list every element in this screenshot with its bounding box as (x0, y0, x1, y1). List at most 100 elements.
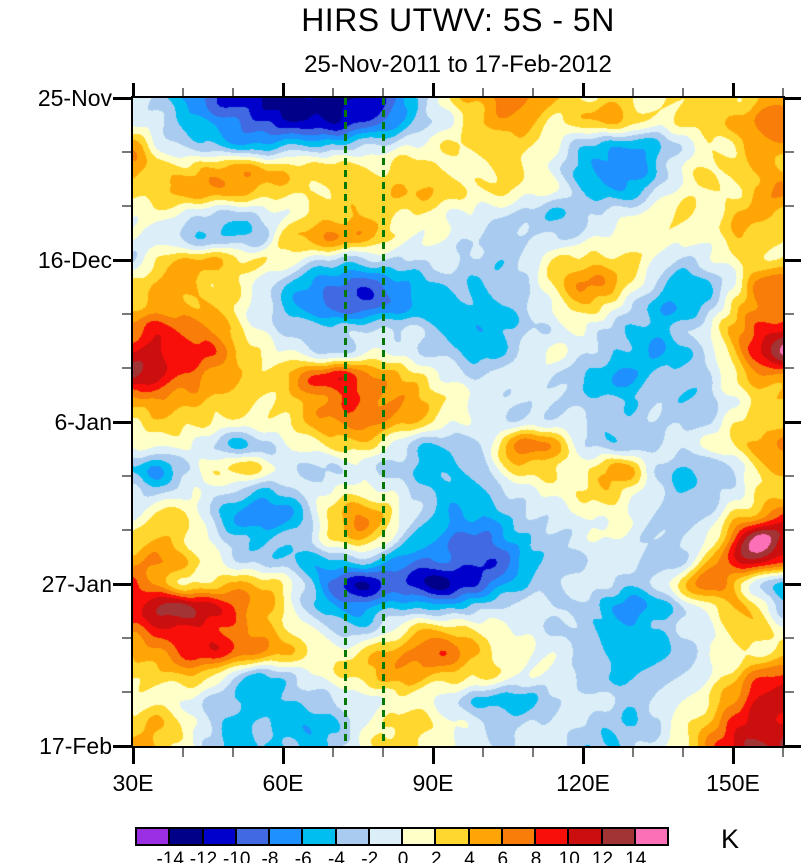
x-major-tick-top (431, 83, 435, 96)
colorbar-cell (201, 827, 237, 846)
x-minor-tick-bottom (532, 748, 534, 757)
y-minor-tick-right (785, 691, 794, 693)
y-minor-tick-left (122, 205, 131, 207)
colorbar-tick-label: 8 (530, 849, 542, 863)
y-major-tick-right (785, 582, 801, 586)
y-minor-tick-right (785, 367, 794, 369)
colorbar-cell (135, 827, 171, 846)
y-minor-tick-right (785, 637, 794, 639)
y-minor-tick-left (122, 691, 131, 693)
x-major-tick-bottom (581, 748, 585, 764)
x-minor-tick-top (532, 88, 534, 96)
x-major-tick-bottom (281, 748, 285, 764)
colorbar-cell (234, 827, 270, 846)
colorbar-tick-label: 12 (591, 849, 614, 863)
y-tick-label: 16-Dec (37, 247, 112, 273)
x-minor-tick-top (632, 88, 634, 96)
x-minor-tick-bottom (782, 748, 784, 757)
x-major-tick-top (131, 83, 135, 96)
y-minor-tick-left (122, 529, 131, 531)
x-tick-label: 30E (112, 770, 154, 796)
colorbar-tick-label: 10 (558, 849, 580, 863)
colorbar-tick-label: -4 (328, 849, 345, 863)
y-tick-label: 17-Feb (39, 733, 112, 759)
colorbar-tick-label: 6 (497, 849, 509, 863)
y-minor-tick-left (122, 367, 131, 369)
colorbar-unit-label: K (720, 824, 739, 854)
colorbar-cell (567, 827, 603, 846)
colorbar-tick-label: 0 (397, 849, 409, 863)
colorbar-cell (367, 827, 403, 846)
colorbar-tick-label: -8 (261, 849, 279, 863)
y-minor-tick-right (785, 529, 794, 531)
x-tick-label: 60E (262, 770, 304, 796)
x-major-tick-bottom (731, 748, 735, 764)
colorbar-cell (268, 827, 304, 846)
y-major-tick-right (785, 258, 801, 262)
y-major-tick-left (113, 96, 131, 100)
chart-title: HIRS UTWV: 5S - 5N (301, 2, 615, 38)
y-major-tick-left (113, 744, 131, 748)
x-minor-tick-bottom (232, 748, 234, 757)
y-tick-label: 6-Jan (54, 409, 112, 435)
y-minor-tick-left (122, 637, 131, 639)
y-tick-label: 27-Jan (41, 571, 112, 597)
y-major-tick-left (113, 582, 131, 586)
x-minor-tick-bottom (482, 748, 484, 757)
y-major-tick-left (113, 258, 131, 262)
y-minor-tick-left (122, 313, 131, 315)
y-minor-tick-left (122, 151, 131, 153)
y-major-tick-right (785, 744, 801, 748)
y-minor-tick-right (785, 475, 794, 477)
colorbar-cell (633, 827, 669, 846)
colorbar-cell (301, 827, 337, 846)
x-tick-label: 90E (412, 770, 454, 796)
x-minor-tick-bottom (682, 748, 684, 757)
reference-line-72.5E (344, 98, 347, 746)
colorbar-tick-label: -12 (189, 849, 218, 863)
colorbar-tick-label: 4 (464, 849, 475, 863)
x-minor-tick-top (682, 88, 684, 96)
colorbar-cell (534, 827, 570, 846)
x-major-tick-top (581, 83, 585, 96)
colorbar-cell (168, 827, 204, 846)
y-minor-tick-right (785, 151, 794, 153)
reference-line-80E (381, 98, 385, 746)
x-minor-tick-top (382, 88, 384, 96)
x-minor-tick-bottom (382, 748, 384, 757)
chart-subtitle: 25-Nov-2011 to 17-Feb-2012 (304, 51, 612, 78)
x-minor-tick-top (332, 88, 334, 96)
x-minor-tick-top (482, 88, 484, 96)
colorbar-tick-label: -14 (156, 849, 184, 863)
colorbar-cell (401, 827, 437, 846)
y-major-tick-right (785, 96, 801, 100)
y-minor-tick-right (785, 205, 794, 207)
x-minor-tick-bottom (332, 748, 334, 757)
x-tick-label: 150E (706, 770, 760, 796)
x-tick-label: 120E (556, 770, 610, 796)
colorbar-tick-label: -2 (361, 849, 379, 863)
colorbar-tick-label: -10 (223, 849, 251, 863)
colorbar-cell (500, 827, 536, 846)
y-minor-tick-right (785, 313, 794, 315)
y-minor-tick-left (122, 475, 131, 477)
colorbar-cell (600, 827, 636, 846)
colorbar-tick-label: -6 (294, 849, 312, 863)
x-major-tick-bottom (431, 748, 435, 764)
x-minor-tick-bottom (632, 748, 634, 757)
x-minor-tick-top (182, 88, 184, 96)
x-major-tick-top (731, 83, 735, 96)
y-tick-label: 25-Nov (37, 85, 112, 111)
plot-area (131, 96, 785, 748)
colorbar-tick-label: 2 (430, 849, 442, 863)
x-minor-tick-top (232, 88, 234, 96)
x-minor-tick-bottom (182, 748, 184, 757)
x-minor-tick-top (782, 88, 784, 96)
colorbar-tick-label: 14 (625, 849, 647, 863)
y-major-tick-left (113, 420, 131, 424)
hovmoller-field-canvas (133, 98, 783, 746)
y-major-tick-right (785, 420, 801, 424)
colorbar-cell (467, 827, 503, 846)
x-major-tick-bottom (131, 748, 135, 764)
